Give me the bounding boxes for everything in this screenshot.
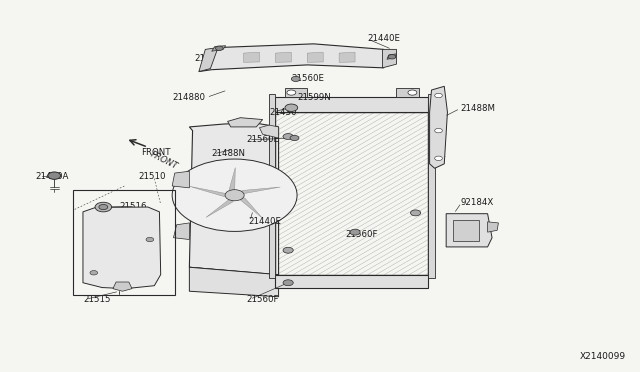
Polygon shape [199,48,218,71]
Polygon shape [83,207,161,289]
Polygon shape [212,46,226,51]
Text: 21430: 21430 [269,108,296,117]
Text: 21488M: 21488M [460,104,495,113]
Polygon shape [269,94,275,278]
Polygon shape [339,52,355,62]
Polygon shape [387,54,396,60]
Polygon shape [446,214,492,247]
Circle shape [225,190,244,201]
Circle shape [350,229,360,235]
Bar [452,220,479,241]
Text: 21560F: 21560F [246,295,279,304]
Circle shape [287,90,296,95]
Polygon shape [173,223,189,240]
Circle shape [99,205,108,210]
Polygon shape [228,118,262,127]
Text: 21560F: 21560F [346,230,378,239]
Polygon shape [488,222,499,232]
Text: 21560E: 21560E [246,135,280,144]
Text: 21440E: 21440E [368,34,401,43]
Text: 21440E: 21440E [248,217,282,226]
Circle shape [435,93,442,98]
Polygon shape [383,49,396,68]
Polygon shape [113,282,132,291]
Circle shape [95,202,111,212]
Polygon shape [246,218,269,234]
Polygon shape [199,44,384,71]
Text: 92184X: 92184X [460,198,493,207]
Text: X2140099: X2140099 [580,352,626,361]
Circle shape [283,134,293,140]
Text: 21515: 21515 [83,295,111,304]
Polygon shape [428,94,435,278]
Text: 21516: 21516 [119,202,147,211]
Text: 21510: 21510 [138,172,166,181]
Circle shape [48,172,61,179]
Circle shape [435,156,442,161]
Polygon shape [206,195,235,217]
Circle shape [283,280,293,286]
Text: 21440E: 21440E [195,54,228,63]
Polygon shape [189,267,278,297]
Circle shape [290,135,299,141]
Circle shape [408,90,417,95]
Polygon shape [275,52,291,62]
Text: 21560E: 21560E [291,74,324,83]
Polygon shape [285,88,307,97]
Circle shape [388,55,396,59]
Circle shape [410,210,420,216]
Polygon shape [244,52,259,62]
Polygon shape [396,88,419,97]
Circle shape [291,76,300,81]
Text: FRONT: FRONT [141,148,171,157]
Circle shape [216,46,223,51]
Circle shape [435,128,442,133]
Circle shape [90,270,98,275]
Text: 21488N: 21488N [212,150,246,158]
Circle shape [285,104,298,112]
Polygon shape [189,186,235,196]
Polygon shape [235,187,280,195]
Polygon shape [189,123,278,275]
Text: 21599N: 21599N [298,93,332,102]
Polygon shape [172,171,189,188]
Text: 214880: 214880 [172,93,205,102]
Text: FRONT: FRONT [149,150,180,171]
Polygon shape [307,52,323,62]
Circle shape [146,237,154,242]
Circle shape [172,159,297,231]
Polygon shape [275,275,428,288]
Polygon shape [259,125,278,138]
Bar [275,112,428,275]
Polygon shape [246,153,269,169]
Polygon shape [429,86,447,168]
Polygon shape [235,195,262,218]
Text: 21430A: 21430A [35,172,68,181]
Bar [74,190,175,295]
Polygon shape [275,97,428,112]
Polygon shape [229,167,236,195]
Circle shape [283,247,293,253]
